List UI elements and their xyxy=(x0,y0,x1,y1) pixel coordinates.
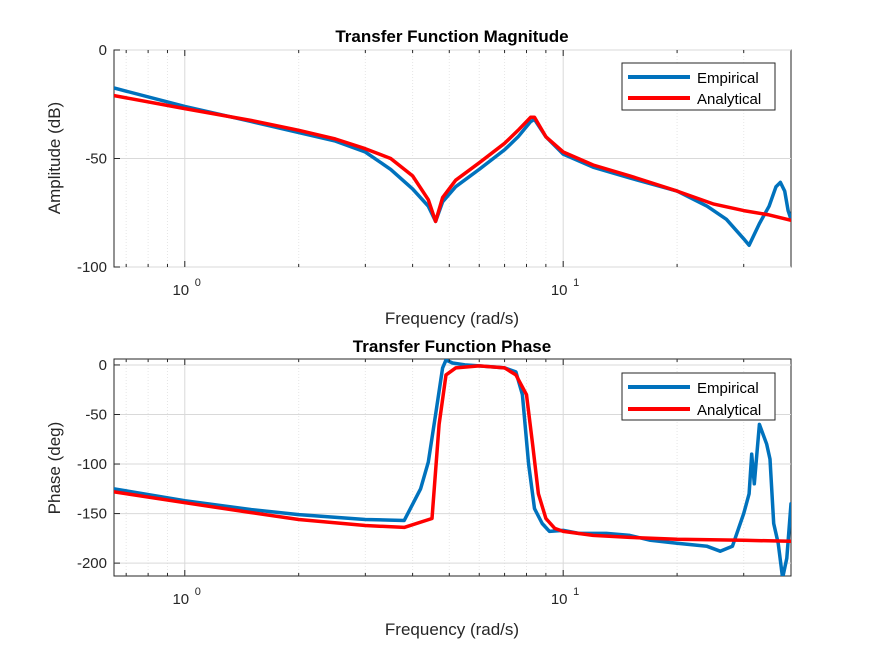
phase-y-axis-label: Phase (deg) xyxy=(45,422,64,515)
magnitude-grid xyxy=(114,49,791,268)
magnitude-legend-box xyxy=(621,62,776,111)
y-tick-label: 0 xyxy=(99,357,107,374)
phase-legend: Empirical Analytical xyxy=(621,372,776,421)
magnitude-ticks: 0 -50 -100 10 0 10 1 xyxy=(77,42,745,299)
y-tick-label: -100 xyxy=(77,456,107,473)
y-tick-label: -50 xyxy=(85,151,107,168)
series-line-analytical xyxy=(114,93,791,224)
series-line-analytical xyxy=(114,364,791,544)
magnitude-y-axis-label: Amplitude (dB) xyxy=(45,102,64,214)
magnitude-series xyxy=(114,86,791,248)
x-tick-label: 10 xyxy=(551,282,568,299)
phase-series xyxy=(114,359,791,576)
legend-label-empirical: Empirical xyxy=(697,70,759,87)
legend-label-analytical: Analytical xyxy=(697,91,761,108)
magnitude-title: Transfer Function Magnitude xyxy=(335,27,568,46)
magnitude-x-axis-label: Frequency (rad/s) xyxy=(385,309,519,328)
phase-grid xyxy=(114,359,791,576)
phase-title: Transfer Function Phase xyxy=(353,337,551,356)
x-tick-exponent: 0 xyxy=(195,586,201,598)
legend-label-empirical: Empirical xyxy=(697,380,759,397)
x-tick-label: 10 xyxy=(172,282,189,299)
phase-plot: 0 -50 -100 -150 -200 10 0 10 1 Transfer Function… xyxy=(45,337,792,639)
series-line-empirical xyxy=(114,359,791,576)
phase-ticks: 0 -50 -100 -150 -200 10 0 10 1 xyxy=(77,357,745,608)
y-tick-label: -100 xyxy=(77,259,107,276)
x-tick-label: 10 xyxy=(172,591,189,608)
y-tick-label: 0 xyxy=(99,42,107,59)
x-tick-exponent: 1 xyxy=(573,586,579,598)
x-tick-label: 10 xyxy=(551,591,568,608)
phase-legend-box xyxy=(621,372,776,421)
magnitude-legend: Empirical Analytical xyxy=(621,62,776,111)
y-tick-label: -50 xyxy=(85,406,107,423)
legend-label-analytical: Analytical xyxy=(697,402,761,419)
phase-x-axis-label: Frequency (rad/s) xyxy=(385,620,519,639)
x-tick-exponent: 0 xyxy=(195,277,201,289)
y-tick-label: -200 xyxy=(77,555,107,572)
magnitude-plot: 0 -50 -100 10 0 10 1 Transfer Function Magnitu… xyxy=(45,27,792,328)
y-tick-label: -150 xyxy=(77,506,107,523)
x-tick-exponent: 1 xyxy=(573,277,579,289)
